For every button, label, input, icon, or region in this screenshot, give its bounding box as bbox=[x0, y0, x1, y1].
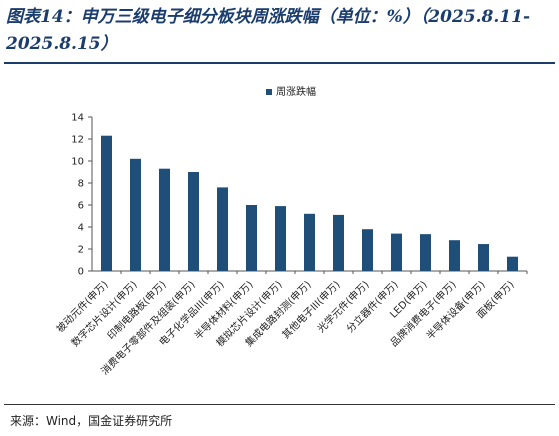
title-divider bbox=[4, 62, 555, 64]
bar bbox=[420, 234, 431, 271]
y-tick-label: 8 bbox=[78, 179, 84, 190]
bar bbox=[101, 135, 112, 271]
bar bbox=[362, 229, 373, 271]
bar bbox=[130, 158, 141, 271]
bar bbox=[391, 233, 402, 271]
bar bbox=[246, 205, 257, 271]
bar bbox=[478, 244, 489, 271]
source-note: 来源：Wind，国金证券研究所 bbox=[10, 414, 173, 428]
bar-chart: 周涨跌幅02468101214被动元件(申万)数字芯片设计(申万)印制电路板(申… bbox=[53, 85, 528, 377]
y-tick-label: 12 bbox=[71, 135, 84, 146]
footer-divider bbox=[4, 404, 555, 405]
y-tick-label: 6 bbox=[78, 201, 84, 212]
y-tick-label: 14 bbox=[71, 113, 84, 124]
bar bbox=[333, 214, 344, 271]
bar bbox=[159, 168, 170, 271]
bar bbox=[449, 240, 460, 271]
bar bbox=[217, 187, 228, 271]
y-tick-label: 2 bbox=[78, 245, 84, 256]
bar bbox=[507, 256, 518, 271]
legend-swatch bbox=[266, 89, 272, 95]
y-tick-label: 0 bbox=[78, 267, 84, 278]
bar bbox=[188, 172, 199, 271]
legend-label: 周涨跌幅 bbox=[276, 85, 316, 98]
y-tick-label: 4 bbox=[78, 223, 84, 234]
bar bbox=[275, 206, 286, 271]
x-tick-label: 被动元件(申万) bbox=[53, 278, 110, 335]
bar bbox=[304, 213, 315, 271]
y-tick-label: 10 bbox=[71, 157, 84, 168]
chart-title: 图表14：申万三级电子细分板块周涨跌幅（单位：%）（2025.8.11-2025… bbox=[6, 7, 531, 54]
